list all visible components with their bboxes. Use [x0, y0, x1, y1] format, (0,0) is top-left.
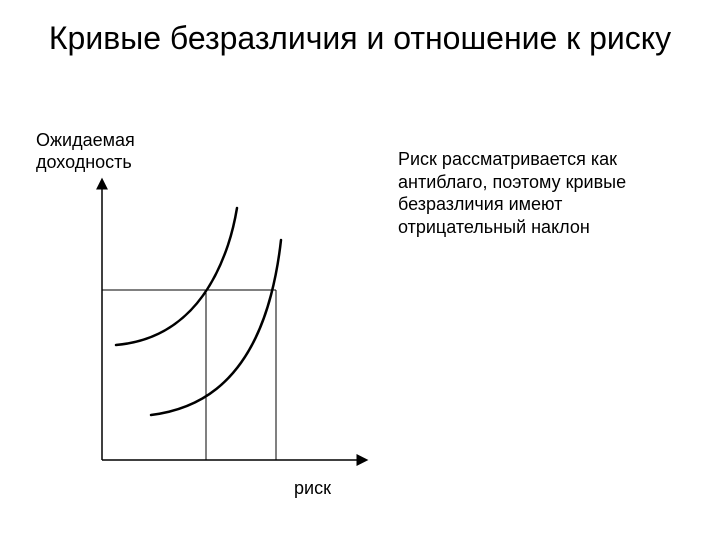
- indifference-curves-chart: [56, 170, 376, 470]
- page-title: Кривые безразличия и отношение к риску: [0, 18, 720, 58]
- x-axis-label: риск: [294, 478, 331, 499]
- y-axis-label: Ожидаемая доходность: [36, 130, 135, 173]
- chart-svg: [56, 170, 376, 470]
- description-text: Риск рассматривается как антиблаго, поэт…: [398, 148, 668, 238]
- slide: Кривые безразличия и отношение к риску О…: [0, 0, 720, 540]
